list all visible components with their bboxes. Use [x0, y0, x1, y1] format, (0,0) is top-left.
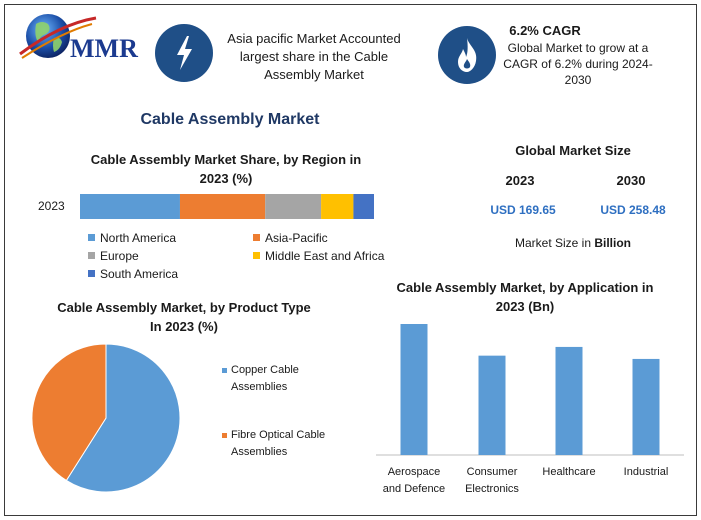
- application-category-label: Consumer Electronics: [465, 466, 519, 495]
- legend-south-america: South America: [88, 267, 178, 281]
- region-chart-title: Cable Assembly Market Share, by Region i…: [90, 152, 362, 186]
- fact1-icon-circle: [155, 24, 213, 82]
- market-size-year-2023: 2023: [505, 173, 535, 188]
- region-bar-segment-north-america: [80, 194, 180, 219]
- legend-swatch: [88, 234, 95, 242]
- logo-text: MMR: [70, 34, 138, 63]
- pie-legend-label: Copper Cable Assemblies: [231, 364, 299, 393]
- pie-legend-swatch: [222, 433, 227, 438]
- application-bar-3: [555, 346, 583, 455]
- market-size-title: Global Market Size: [515, 143, 631, 158]
- market-size-value-2030: USD 258.48: [600, 203, 666, 217]
- legend-mea: Middle East and Africa: [253, 249, 384, 263]
- fact2-text: Global Market to grow at a CAGR of 6.2% …: [503, 41, 653, 87]
- legend-label: North America: [100, 231, 177, 245]
- market-size-note-prefix: Market Size in: [514, 236, 595, 250]
- application-bar-4: [632, 358, 660, 455]
- market-size-year-2030: 2030: [616, 173, 646, 188]
- main-title: Cable Assembly Market: [140, 111, 320, 128]
- flame-icon: [458, 38, 477, 72]
- application-bar-chart: Aerospace and Defence Consumer Electronics H…: [376, 324, 684, 495]
- legend-asia-pacific: Asia-Pacific: [253, 231, 328, 245]
- product-chart-title: Cable Assembly Market, by Product Type I…: [57, 300, 311, 334]
- legend-label: South America: [100, 267, 179, 281]
- market-size-value-2023: USD 169.65: [490, 203, 556, 217]
- application-category-label: Healthcare: [542, 466, 595, 478]
- region-bar-segment-south-america: [353, 194, 374, 219]
- pie-legend-swatch: [222, 368, 227, 373]
- legend-swatch: [253, 252, 260, 260]
- region-bar-segment-asia-pacific: [179, 194, 266, 219]
- pie-legend-fibre: Fibre Optical Cable Assemblies: [222, 427, 343, 461]
- region-bar-segment-middle-east-and-africa: [321, 194, 354, 219]
- infographic-frame: [4, 4, 697, 516]
- fact2-icon-circle: [438, 26, 496, 84]
- fact2-title: 6.2% CAGR: [509, 23, 581, 38]
- fact1-text: Asia pacific Market Accounted largest sh…: [227, 31, 401, 82]
- legend-label: Asia-Pacific: [265, 231, 328, 245]
- application-category-label: Industrial: [624, 466, 669, 478]
- application-category-label: Aerospace and Defence: [383, 466, 445, 495]
- product-pie-chart: [31, 343, 181, 493]
- legend-europe: Europe: [88, 249, 139, 263]
- globe-icon: [19, 14, 97, 59]
- market-size-note: Market Size in Billion: [490, 236, 656, 250]
- region-stacked-bar: [80, 194, 374, 219]
- market-size-note-unit: Billion: [594, 236, 632, 250]
- legend-label: Middle East and Africa: [265, 249, 385, 263]
- pie-slice-fibre: [31, 343, 107, 482]
- lightning-icon: [177, 36, 192, 70]
- application-bar-2: [478, 355, 506, 455]
- application-bar-1: [400, 324, 428, 455]
- region-bar-segment-europe: [265, 194, 322, 219]
- legend-swatch: [88, 252, 95, 260]
- pie-slice-copper: [65, 343, 181, 493]
- logo: MMR: [14, 8, 144, 70]
- region-bar-category-label: 2023: [38, 199, 65, 213]
- legend-swatch: [253, 234, 260, 242]
- legend-north-america: North America: [88, 231, 176, 245]
- application-chart-title: Cable Assembly Market, by Application in…: [396, 280, 654, 314]
- legend-label: Europe: [100, 249, 139, 263]
- pie-legend-copper: Copper Cable Assemblies: [222, 362, 321, 396]
- legend-swatch: [88, 270, 95, 278]
- pie-legend-label: Fibre Optical Cable Assemblies: [231, 429, 326, 458]
